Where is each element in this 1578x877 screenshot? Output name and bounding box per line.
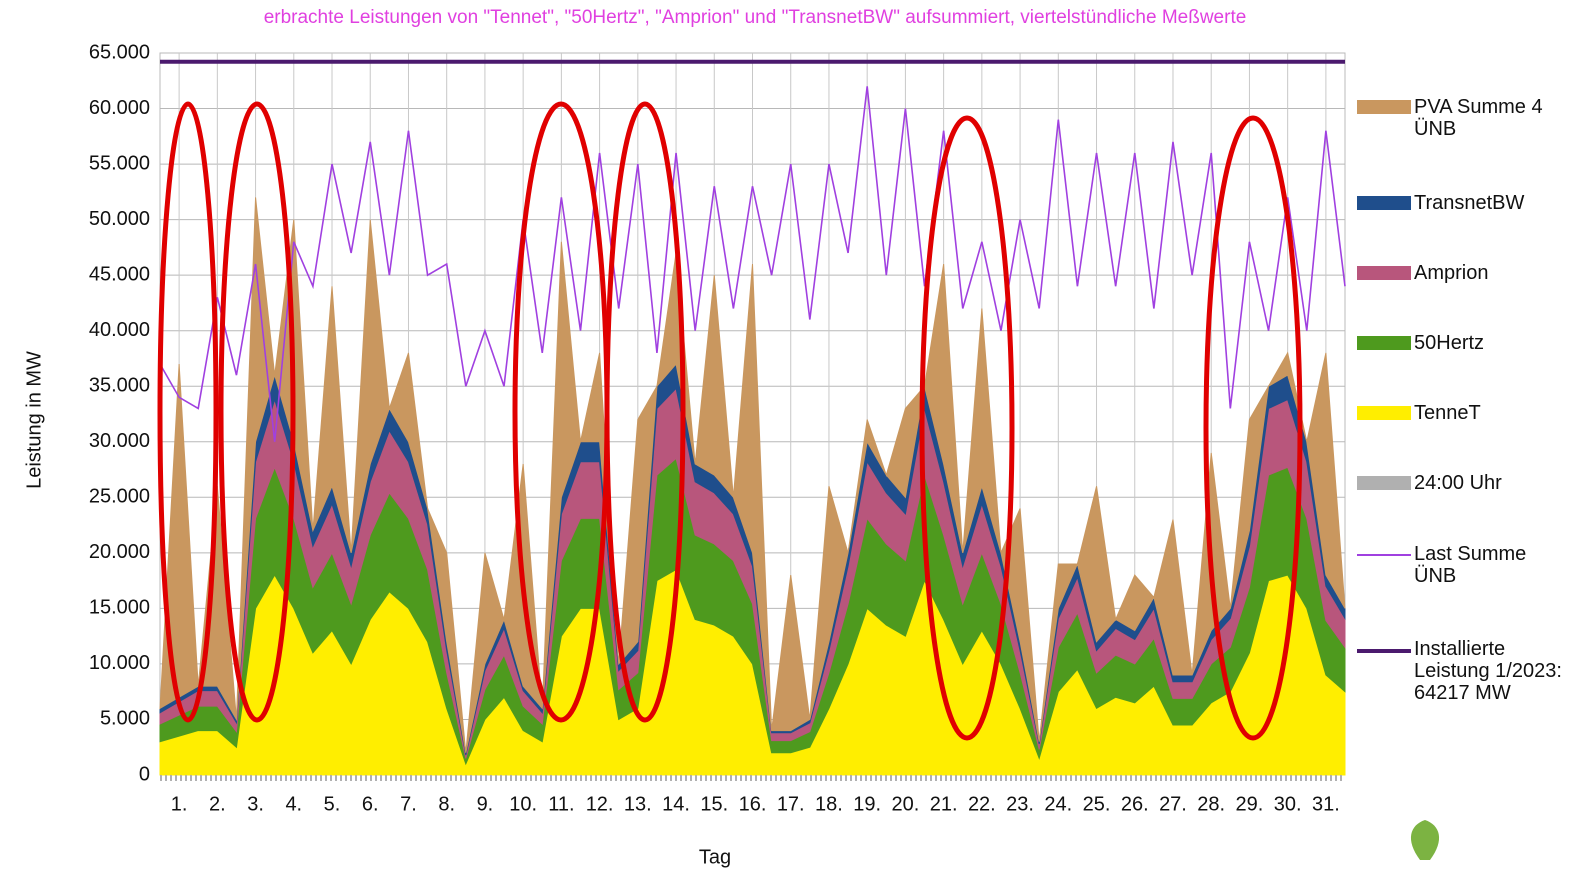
x-tick-label: 10. [509,793,537,815]
ellipse [919,115,1015,741]
legend-label: PVA Summe 4 ÜNB [1414,96,1543,140]
highlight-ellipses [157,101,1303,741]
legend-swatch [1357,336,1411,350]
legend-label: 24:00 Uhr [1414,472,1502,494]
legend-swatch [1357,554,1411,556]
y-tick-label: 45.000 [89,263,150,285]
x-tick-label: 26. [1121,793,1149,815]
x-tick-label: 8. [438,793,455,815]
y-tick-label: 25.000 [89,486,150,508]
y-tick-label: 60.000 [89,97,150,119]
legend-label: TenneT [1414,402,1481,424]
ellipse [157,101,219,723]
y-tick-label: 40.000 [89,319,150,341]
x-tick-label: 2. [209,793,226,815]
y-tick-label: 0 [139,763,150,785]
legend-swatch [1357,476,1411,490]
x-tick-label: 16. [739,793,767,815]
x-tick-label: 29. [1236,793,1264,815]
x-tick-label: 30. [1274,793,1302,815]
y-tick-label: 30.000 [89,430,150,452]
x-tick-label: 27. [1159,793,1187,815]
x-tick-label: 20. [891,793,919,815]
legend-label: Last Summe ÜNB [1414,543,1527,587]
x-axis-label: Tag [699,846,731,868]
logo [1410,820,1440,860]
x-tick-label: 23. [1006,793,1034,815]
y-tick-label: 20.000 [89,541,150,563]
y-tick-label: 65.000 [89,41,150,63]
legend-swatch [1357,406,1411,420]
line [159,86,1346,442]
y-tick-label: 50.000 [89,208,150,230]
ellipse [604,101,686,723]
legend-label: Amprion [1414,262,1489,284]
legend-label: 50Hertz [1414,332,1485,354]
x-tick-label: 21. [930,793,958,815]
legend-label: Installierte Leistung 1/2023: 64217 MW [1414,638,1562,704]
x-tick-label: 28. [1197,793,1225,815]
x-tick-label: 3. [247,793,264,815]
x-tick-label: 9. [477,793,494,815]
ellipse [218,101,296,723]
x-tick-label: 25. [1083,793,1111,815]
y-tick-label: 15.000 [89,597,150,619]
ellipse [1203,115,1303,741]
x-tick-label: 31. [1312,793,1340,815]
x-tick-label: 24. [1044,793,1072,815]
legend-swatch [1357,649,1411,653]
logo-leaf [1410,820,1440,860]
x-tick-label: 15. [700,793,728,815]
area [159,197,1346,753]
x-tick-label: 14. [662,793,690,815]
x-tick-label: 7. [400,793,417,815]
legend-swatch [1357,196,1411,210]
y-tick-label: 35.000 [89,375,150,397]
x-tick-label: 4. [285,793,302,815]
chart-title: erbrachte Leistungen von "Tennet", "50He… [264,7,1247,28]
legend-swatch [1357,266,1411,280]
y-tick-label: 10.000 [89,652,150,674]
plot-area: 0 5.000 10.000 15.000 20.000 25.000 30.000 35.0… [89,41,1346,815]
x-tick-label: 11. [548,793,574,815]
legend-swatch [1357,100,1411,114]
x-tick-label: 6. [362,793,379,815]
legend-label: TransnetBW [1414,192,1525,214]
x-tick-label: 22. [968,793,996,815]
x-tick-label: 17. [777,793,805,815]
x-tick-label: 12. [586,793,614,815]
x-tick-label: 5. [324,793,341,815]
x-tick-label: 19. [853,793,881,815]
y-tick-label: 55.000 [89,152,150,174]
y-axis-label: Leistung in MW [23,351,45,489]
x-tick-label: 1. [171,793,188,815]
x-tick-label: 18. [815,793,843,815]
x-tick-label: 13. [624,793,652,815]
y-tick-label: 5.000 [100,708,150,730]
